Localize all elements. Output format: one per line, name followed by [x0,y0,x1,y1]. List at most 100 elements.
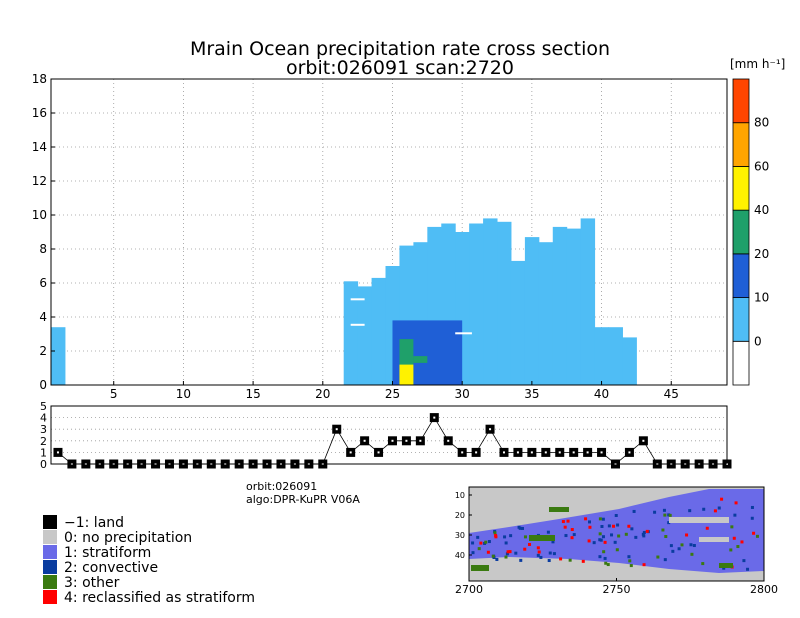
x-tick-label: 45 [664,387,679,401]
map-convective-cell [634,535,638,539]
map-other-cell [602,550,606,554]
legend-label: −1: land [64,515,124,531]
map-convective-cell [504,541,508,545]
colorbar-ticks: 0 10 20 40 60 80 [754,116,769,349]
map-convective-cell [663,558,667,562]
colorbar-box [732,209,750,255]
map-other-cell [598,517,602,521]
colorbar-box [732,297,750,342]
map-reclass-cell [537,550,541,554]
x-tick-label: 20 [315,387,330,401]
line-plot-marker-dot [461,451,464,454]
map-x-tick-label: 2700 [455,583,483,596]
map-reclass-cell [645,529,649,533]
rain-column [594,327,610,385]
y-tick-label: 8 [39,242,47,256]
map-convective-cell [669,544,673,548]
x-axis-ticks: 5 10 15 20 25 30 35 40 45 [110,381,679,401]
map-x-tick-label: 2750 [603,583,631,596]
y-tick-label: 2 [39,344,47,358]
x-tick-label: 35 [524,387,539,401]
info-algo: algo:DPR-KuPR V06A [246,493,360,506]
map-other-cell [663,513,667,517]
map-reclass-cell [752,531,756,535]
line-plot-marker-dot [558,451,561,454]
line-plot-marker-dot [642,439,645,442]
line-plot-marker-dot [363,439,366,442]
map-convective-cell [546,530,550,534]
map-other-cell [477,547,481,551]
map-other-cell [628,559,632,563]
map-reclass-cell [581,559,585,563]
legend-swatch [43,560,57,574]
map-convective-cell [514,551,518,555]
map-convective-cell [733,513,737,517]
line-plot-marker-dot [530,451,533,454]
colorbar-box [732,78,750,124]
x-tick-label: 5 [110,387,118,401]
map-reclass-cell [584,517,588,521]
map-convective-cell [548,551,552,555]
map-reclass-cell [720,497,724,501]
map-clear-patch [669,517,729,523]
line-plot-marker-dot [544,451,547,454]
map-y-tick-label: 10 [455,491,465,500]
map-convective-cell [607,524,611,528]
map-convective-cell [616,523,620,527]
y-tick-label: 14 [32,140,47,154]
rain-gap [350,323,365,326]
colorbar-tick-label: 80 [754,116,769,130]
map-reclass-cell [705,526,709,530]
line-plot-marker-dot [600,451,603,454]
map-convective-cell [536,553,540,557]
map-convective-cell [564,534,568,538]
line-plot-background [51,406,727,464]
map-convective-cell [702,507,706,511]
map-x-tick-label: 2800 [750,583,778,596]
map-other-cell [604,561,608,565]
map-reclass-cell [603,540,607,544]
rain-column [608,327,623,385]
map-convective-cell [505,552,509,556]
map-reclass-cell [523,547,527,551]
grid-lines [51,79,727,385]
colorbar-box [732,253,750,298]
map-cells [469,489,764,573]
map-reclass-cell [563,525,567,529]
colorbar-tick-label: 0 [754,334,762,348]
legend-label: 4: reclassified as stratiform [64,590,255,606]
map-reclass-cell [479,541,483,545]
rain-column [371,277,387,385]
map-reclass-cell [588,525,592,529]
line-plot-marker-dot [475,451,478,454]
map-reclass-cell [570,528,574,532]
map-convective-cell [601,517,605,521]
map-other-cell [484,540,488,544]
line-plot-grid [51,417,727,453]
map-other-cell [730,525,734,529]
map-clear-patch [699,537,729,542]
map-convective-cell [722,566,726,570]
map-y-tick-label: 20 [455,511,465,520]
colorbar-boxes [732,78,750,386]
line-plot-marker-dot [349,451,352,454]
colorbar-tick-label: 40 [754,203,769,217]
line-plot-marker-dot [377,451,380,454]
map-other-cell [598,532,602,536]
map-other-cell [729,548,733,552]
rain-column [51,327,66,385]
line-plot-marker-dot [586,451,589,454]
map-other-cell [504,555,508,559]
map-reclass-cell [642,563,646,567]
legend-swatch [43,575,57,589]
map-convective-cell [520,526,524,530]
rain-gap [350,298,365,301]
cross-section-plot: 0 2 4 6 8 10 12 14 16 18 5 10 15 20 25 30 35 40 45 [32,72,728,401]
y-axis-ticks: 0 2 4 6 8 10 12 14 16 18 [32,72,55,392]
map-convective-cell [662,508,666,512]
map-other-cell [491,554,495,558]
line-plot-marker-dot [502,451,505,454]
rain-column [497,221,512,385]
